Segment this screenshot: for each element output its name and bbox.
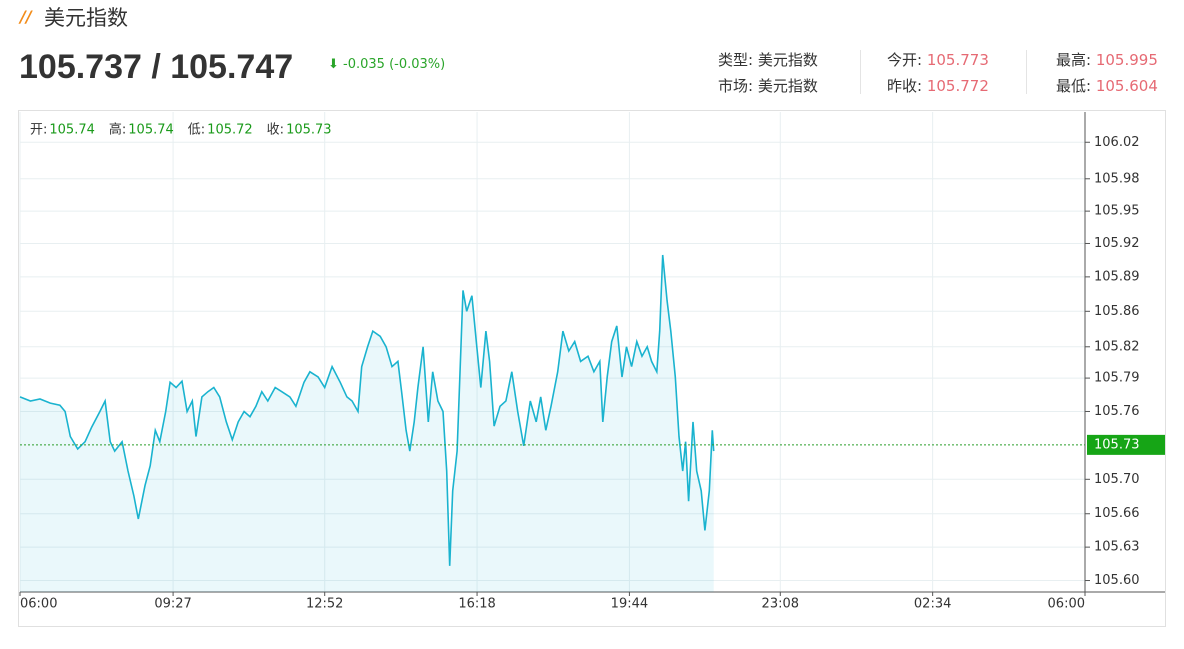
info-label: 类型: — [718, 51, 754, 69]
info-col: 最高: 105.995 最低: 105.604 — [1056, 47, 1158, 99]
info-value: 105.772 — [926, 77, 989, 95]
info-label: 昨收: — [887, 77, 923, 95]
separator — [1026, 50, 1027, 94]
info-label: 市场: — [718, 77, 754, 95]
ohlc-label: 高: — [109, 122, 126, 138]
x-tick-label: 06:00 — [20, 597, 57, 612]
logo: // — [20, 7, 32, 26]
title: 美元指数 — [44, 6, 128, 30]
separator — [860, 50, 861, 94]
x-tick-label: 06:00 — [1048, 597, 1085, 612]
info-value: 美元指数 — [757, 51, 818, 69]
area — [20, 255, 714, 592]
change: ⬇ -0.035 (-0.03%) — [328, 57, 446, 72]
x-tick-label: 16:18 — [458, 597, 495, 612]
x-tick-label: 09:27 — [154, 597, 191, 612]
line — [19, 254, 715, 566]
chart-frame — [18, 110, 1166, 627]
info-label: 最低: — [1056, 77, 1092, 95]
y-tick-label: 105.82 — [1094, 339, 1140, 354]
info-col: 今开: 105.773 昨收: 105.772 — [887, 47, 989, 99]
ohlc-label: 开: — [30, 123, 47, 138]
y-tick-label: 105.92 — [1094, 236, 1140, 251]
x-tick-label: 23:08 — [762, 597, 799, 612]
change-value: -0.035 (-0.03%) — [343, 57, 446, 72]
info-value: 美元指数 — [757, 77, 818, 95]
info-label: 最高: — [1056, 51, 1092, 69]
y-tick-label: 105.86 — [1094, 304, 1140, 319]
ohlc-value: 105.72 — [207, 123, 253, 138]
y-tick-label: 106.02 — [1094, 135, 1140, 150]
info-value: 105.995 — [1095, 51, 1158, 69]
last-price-tag — [1087, 434, 1165, 455]
last-price-label: 105.73 — [1094, 437, 1140, 452]
ohlc-label: 收: — [267, 123, 284, 138]
x-tick-label: 19:44 — [611, 597, 648, 612]
ohlc-label: 低: — [188, 123, 205, 138]
x-tick-label: 12:52 — [306, 597, 343, 612]
y-tick-label: 105.79 — [1094, 371, 1140, 386]
ohlc-value: 105.73 — [286, 123, 332, 138]
y-tick-label: 105.63 — [1094, 540, 1140, 555]
y-tick-label: 105.98 — [1094, 171, 1140, 186]
ohlc-value: 105.74 — [128, 123, 174, 138]
y-tick-label: 105.95 — [1094, 204, 1140, 219]
y-tick-label: 105.66 — [1094, 506, 1140, 521]
y-tick-label: 105.60 — [1094, 573, 1140, 588]
ohlc-value: 105.74 — [49, 123, 95, 138]
info-value: 105.604 — [1095, 77, 1158, 95]
x-tick-label: 02:34 — [914, 597, 951, 612]
price: 105.737 / 105.747 — [19, 48, 294, 86]
info-col: 类型: 美元指数 市场: 美元指数 — [718, 47, 818, 99]
y-tick-label: 105.76 — [1094, 404, 1140, 419]
y-tick-label: 105.89 — [1094, 269, 1140, 284]
info-label: 今开: — [887, 51, 923, 69]
y-tick-label: 105.70 — [1094, 472, 1140, 487]
info-value: 105.773 — [926, 51, 989, 69]
